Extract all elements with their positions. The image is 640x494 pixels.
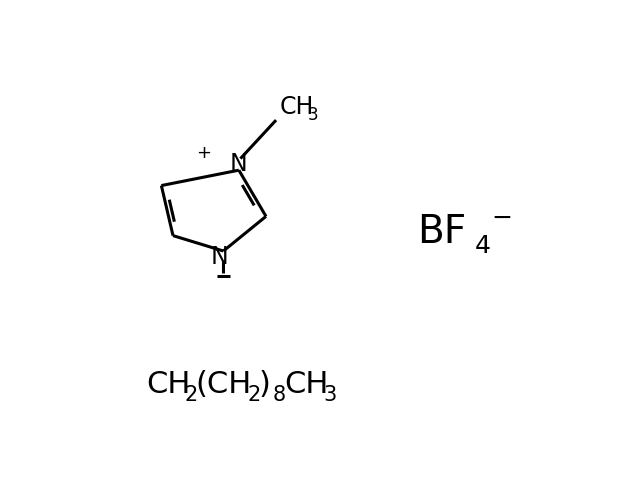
Text: +: + [196, 144, 211, 162]
Text: 2: 2 [184, 385, 198, 405]
Text: 3: 3 [323, 385, 337, 405]
Text: 4: 4 [476, 234, 492, 257]
Text: N: N [230, 152, 248, 176]
Text: 3: 3 [308, 106, 319, 124]
Text: 8: 8 [272, 385, 285, 405]
Text: CH: CH [279, 95, 314, 119]
Text: CH: CH [146, 370, 190, 399]
Text: CH: CH [285, 370, 329, 399]
Text: BF: BF [417, 213, 467, 251]
Text: (CH: (CH [195, 370, 252, 399]
Text: ): ) [259, 370, 271, 399]
Text: N: N [211, 245, 228, 269]
Text: −: − [492, 206, 513, 230]
Text: 2: 2 [248, 385, 260, 405]
